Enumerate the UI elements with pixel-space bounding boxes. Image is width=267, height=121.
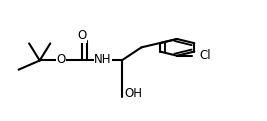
Text: O: O xyxy=(77,29,87,42)
Text: Cl: Cl xyxy=(199,49,211,62)
Text: NH: NH xyxy=(94,53,112,66)
Text: OH: OH xyxy=(124,87,143,100)
Text: O: O xyxy=(56,53,65,66)
